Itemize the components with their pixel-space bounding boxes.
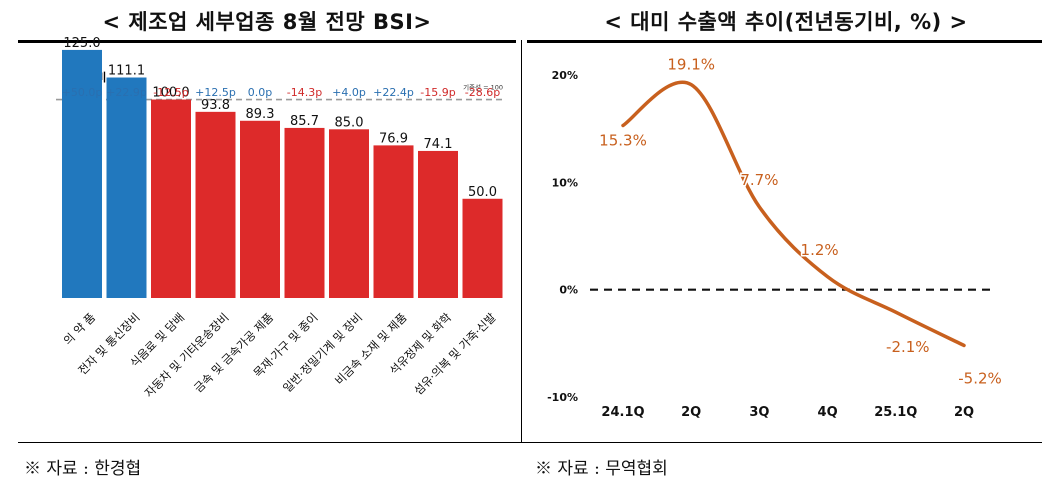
bar-value-label: 111.1 bbox=[108, 64, 145, 79]
change-label: -28.6p bbox=[465, 86, 500, 99]
bar bbox=[62, 49, 102, 298]
change-label: +50.0p bbox=[62, 86, 103, 99]
bar-value-label: 50.0 bbox=[468, 185, 497, 200]
y-tick-label: 10% bbox=[552, 176, 578, 189]
bar bbox=[373, 145, 414, 298]
bar bbox=[284, 127, 325, 299]
bottom-rule bbox=[18, 442, 1042, 443]
x-tick-label: 2Q bbox=[954, 405, 974, 420]
right-chart-title: < 대미 수출액 추이(전년동기비, %) > bbox=[604, 10, 968, 34]
bar bbox=[151, 99, 191, 299]
data-label: 19.1% bbox=[667, 56, 715, 74]
x-tick-label: 24.1Q bbox=[601, 405, 644, 420]
data-label: -2.1% bbox=[886, 338, 930, 356]
x-tick-label: 25.1Q bbox=[874, 405, 917, 420]
left-source-note: ※ 자료 : 한경협 bbox=[24, 459, 142, 479]
x-tick-label: 4Q bbox=[818, 405, 838, 420]
change-label: -14.3p bbox=[287, 86, 322, 99]
y-tick-label: 0% bbox=[559, 284, 578, 297]
change-label: +4.0p bbox=[332, 86, 366, 99]
bar bbox=[329, 129, 369, 298]
y-tick-label: -10% bbox=[547, 391, 578, 404]
change-label: +22.9p bbox=[106, 86, 147, 99]
reference-line-label: 기준선 = 100 bbox=[463, 83, 503, 92]
bar-value-label: 76.9 bbox=[379, 131, 408, 146]
bar-value-label: 89.3 bbox=[246, 107, 275, 122]
bar-value-label: 74.1 bbox=[424, 137, 453, 152]
left-chart-title: < 제조업 세부업종 8월 전망 BSI> bbox=[102, 10, 432, 34]
bar bbox=[462, 198, 503, 298]
bar bbox=[195, 111, 236, 298]
left-title-underline bbox=[18, 40, 516, 43]
change-label: +12.5p bbox=[195, 86, 236, 99]
y-tick-label: 20% bbox=[552, 69, 578, 82]
bar-value-label: 85.0 bbox=[335, 115, 364, 130]
data-label: 1.2% bbox=[801, 241, 839, 259]
panel-divider bbox=[521, 40, 522, 442]
export-line-chart: 20% 10% 0% -10% 15.3% 19.1% 7.7% 1.2% -2.1% -5.2%… bbox=[547, 54, 1003, 420]
data-label: 7.7% bbox=[740, 171, 778, 189]
series-line bbox=[621, 80, 966, 348]
change-label: 0.0p bbox=[248, 86, 272, 99]
right-title-underline bbox=[527, 40, 1042, 43]
change-label: -15.9p bbox=[420, 86, 455, 99]
bar-value-label: 85.7 bbox=[290, 114, 319, 129]
x-tick-label: 3Q bbox=[749, 405, 769, 420]
bar bbox=[106, 77, 147, 298]
change-label: +22.4p bbox=[373, 86, 414, 99]
data-label: -5.2% bbox=[958, 369, 1002, 387]
bar bbox=[240, 120, 280, 298]
bar-value-label: 93.8 bbox=[201, 98, 230, 113]
bar bbox=[418, 150, 458, 298]
data-label: 15.3% bbox=[599, 131, 647, 149]
bar-value-label: 100.0 bbox=[152, 86, 189, 101]
bar-value-label: 125.0 bbox=[63, 36, 100, 51]
x-tick-label: 2Q bbox=[681, 405, 701, 420]
right-source-note: ※ 자료 : 무역협회 bbox=[535, 459, 668, 479]
change-label: -12.5p bbox=[153, 86, 188, 99]
